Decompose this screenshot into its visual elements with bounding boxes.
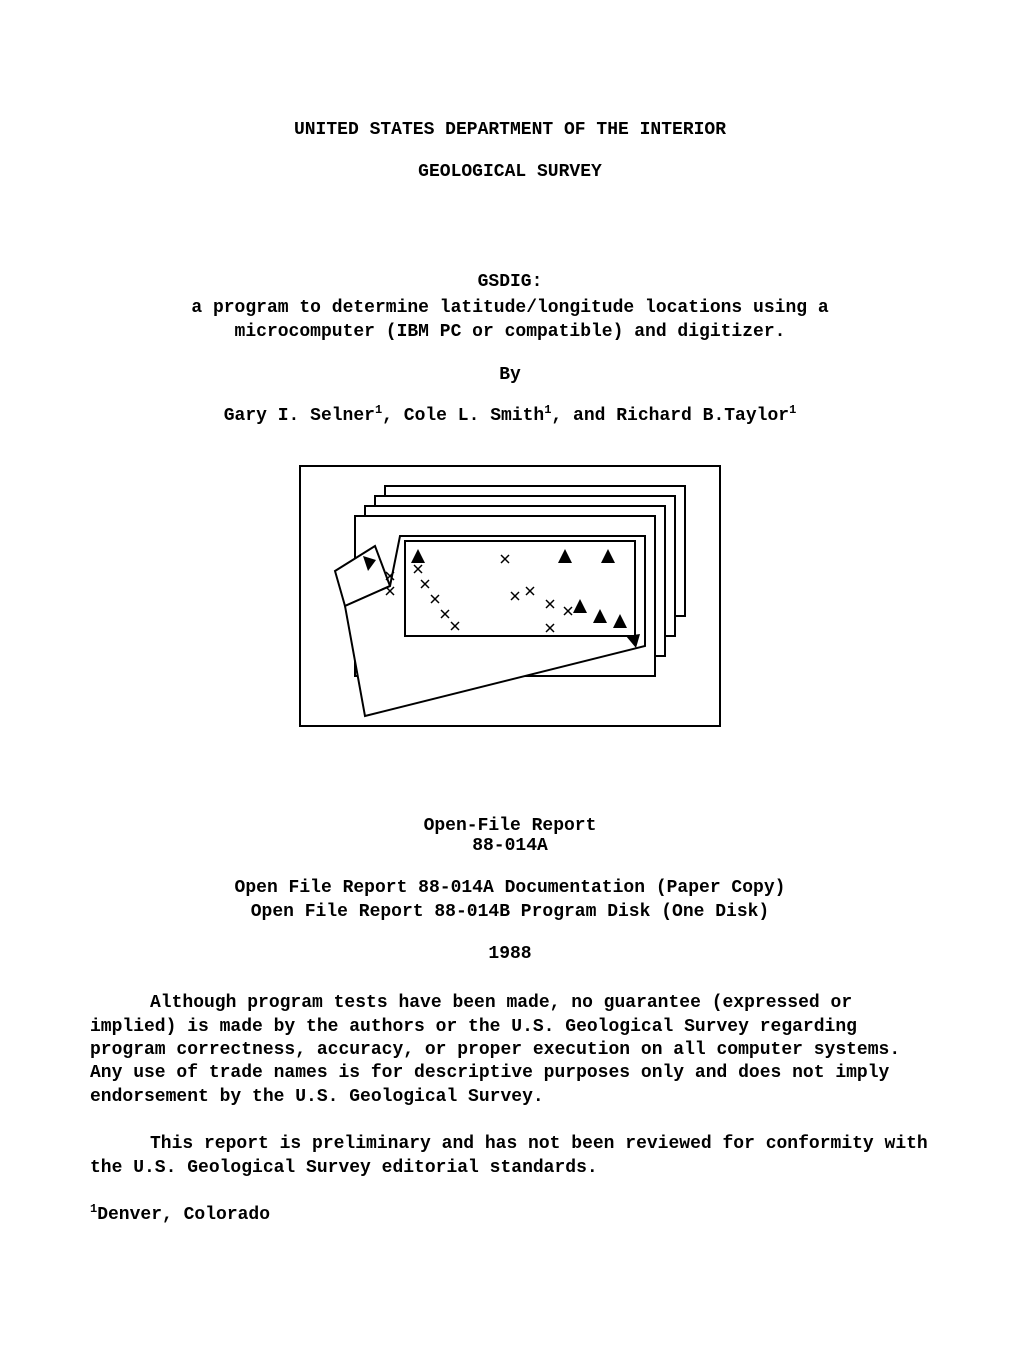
preliminary-paragraph: This report is preliminary and has not b… — [90, 1133, 930, 1180]
author-2-name: Cole L. Smith — [404, 406, 544, 426]
department-line: UNITED STATES DEPARTMENT OF THE INTERIOR — [90, 120, 930, 140]
disclaimer-paragraph: Although program tests have been made, n… — [90, 992, 930, 1109]
author-sep-2: , and — [551, 406, 616, 426]
author-3-name: Richard B.Taylor — [616, 406, 789, 426]
report-title: Open-File Report — [90, 816, 930, 836]
figure-container — [290, 456, 730, 736]
subtitle-line-2: microcomputer (IBM PC or compatible) and… — [90, 320, 930, 344]
title-block: GSDIG: a program to determine latitude/l… — [90, 272, 930, 345]
docs-line-2: Open File Report 88-014B Program Disk (O… — [90, 900, 930, 924]
author-3-sup: 1 — [789, 403, 796, 417]
report-number: 88-014A — [90, 836, 930, 856]
report-block: Open-File Report 88-014A — [90, 816, 930, 856]
program-name: GSDIG: — [90, 272, 930, 292]
header-block: UNITED STATES DEPARTMENT OF THE INTERIOR… — [90, 120, 930, 182]
digitizer-figure — [290, 456, 730, 736]
docs-block: Open File Report 88-014A Documentation (… — [90, 876, 930, 925]
docs-line-1: Open File Report 88-014A Documentation (… — [90, 876, 930, 900]
year-line: 1988 — [90, 944, 930, 964]
author-sep-1: , — [382, 406, 404, 426]
footnote-line: 1Denver, Colorado — [90, 1202, 930, 1225]
footnote-text: Denver, Colorado — [97, 1205, 270, 1225]
by-label: By — [90, 365, 930, 385]
authors-line: Gary I. Selner1, Cole L. Smith1, and Ric… — [90, 403, 930, 426]
survey-line: GEOLOGICAL SURVEY — [90, 162, 930, 182]
subtitle-line-1: a program to determine latitude/longitud… — [90, 296, 930, 320]
author-1-name: Gary I. Selner — [224, 406, 375, 426]
